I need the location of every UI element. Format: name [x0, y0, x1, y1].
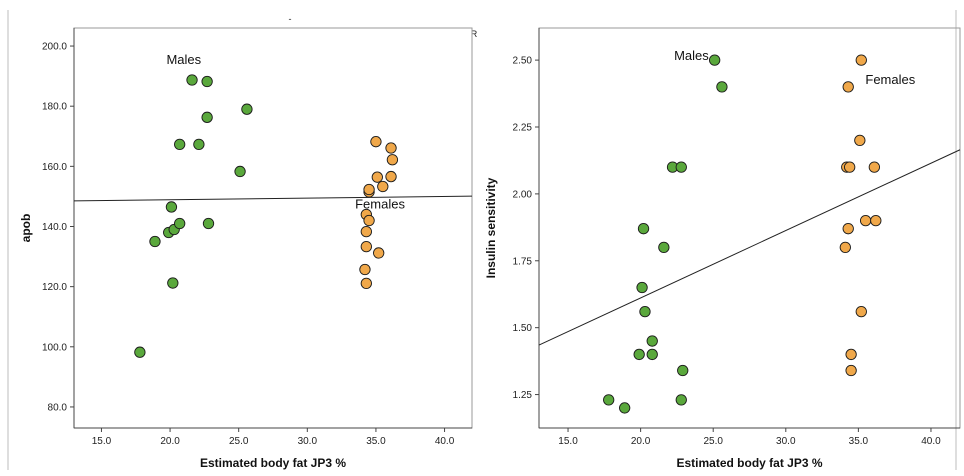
male-data-point [646, 348, 658, 361]
x-tick-label: 30.0 [776, 436, 796, 447]
female-data-point [377, 180, 389, 193]
male-data-point [633, 348, 645, 361]
x-axis-label: Estimated body fat JP3 % [200, 456, 346, 470]
male-data-point [639, 305, 651, 318]
female-data-point [385, 170, 397, 183]
female-data-point [845, 364, 857, 377]
male-data-point [603, 394, 615, 406]
y-tick-label: 2.25 [513, 122, 533, 133]
y-tick-label: 100.0 [42, 342, 67, 353]
female-data-point [385, 142, 397, 154]
group-label-males: Males [674, 48, 709, 63]
x-tick-label: 40.0 [921, 436, 941, 447]
female-data-point [363, 183, 375, 196]
male-data-point [658, 241, 670, 254]
male-data-point [134, 346, 146, 358]
male-data-point [636, 281, 648, 294]
female-data-point [855, 305, 867, 318]
y-axis-label: Insulin sensitivity [484, 177, 498, 278]
female-data-point [844, 161, 856, 173]
female-data-point [373, 247, 385, 259]
male-data-point [149, 235, 161, 248]
female-data-point [870, 214, 882, 227]
female-data-point [359, 263, 371, 276]
regression-line [73, 195, 473, 202]
x-tick-label: 30.0 [298, 436, 318, 447]
y-tick-label: 1.75 [513, 256, 533, 267]
apob-scatter-panel: 15.0 20.0 25.0 30.0 35.0 40.0 80.0 100.0 120.0 14… [19, 27, 473, 470]
x-tick-label: 20.0 [160, 436, 180, 447]
female-data-point [363, 214, 375, 227]
insulin-scatter-panel: 15.0 20.0 25.0 30.0 35.0 40.0 1.25 1.50 1.75 2.00… [484, 27, 961, 470]
female-data-point [845, 348, 857, 361]
y-tick-label: 1.25 [513, 390, 533, 401]
female-data-point [854, 134, 866, 147]
male-data-point [637, 223, 650, 235]
male-data-point [193, 138, 205, 151]
male-data-point [165, 201, 178, 213]
male-data-point [174, 217, 186, 230]
x-tick-label: 15.0 [558, 436, 578, 447]
x-tick-label: 15.0 [92, 436, 112, 447]
female-data-point [360, 240, 372, 253]
y-tick-label: 200.0 [42, 42, 67, 53]
male-data-point [201, 75, 213, 88]
male-data-point [619, 402, 631, 414]
stray-dash-mark: - [289, 14, 292, 24]
male-data-point [174, 138, 186, 151]
male-data-point [716, 81, 728, 93]
male-data-point [675, 394, 687, 406]
group-label-males: Males [166, 52, 201, 67]
x-tick-label: 25.0 [229, 436, 249, 447]
female-data-point [370, 136, 382, 148]
male-data-point [201, 111, 213, 123]
y-tick-label: 120.0 [42, 282, 67, 293]
male-data-point [646, 335, 658, 347]
stray-r-mark: R [471, 29, 478, 39]
female-data-point [360, 277, 372, 289]
male-data-point [202, 217, 215, 230]
y-tick-label: 2.50 [513, 56, 533, 67]
female-data-point [842, 223, 854, 235]
x-tick-label: 20.0 [631, 436, 651, 447]
x-tick-label: 35.0 [849, 436, 869, 447]
female-data-point [360, 225, 372, 238]
male-data-point [675, 161, 687, 173]
female-data-point [839, 241, 851, 254]
male-data-point [186, 74, 198, 86]
y-tick-label: 1.50 [513, 323, 533, 334]
y-tick-label: 160.0 [42, 162, 67, 173]
regression-line [538, 149, 961, 346]
female-data-point [859, 214, 872, 227]
x-axis-label: Estimated body fat JP3 % [676, 456, 822, 470]
male-data-point [677, 364, 689, 377]
male-data-point [167, 277, 179, 289]
y-tick-label: 180.0 [42, 102, 67, 113]
female-data-point [386, 154, 399, 166]
female-data-point [855, 54, 867, 66]
x-tick-label: 40.0 [435, 436, 455, 447]
y-tick-label: 2.00 [513, 189, 533, 200]
x-tick-label: 35.0 [366, 436, 386, 447]
male-data-point [234, 165, 246, 178]
male-data-point [709, 54, 721, 66]
x-tick-label: 25.0 [703, 436, 723, 447]
female-data-point [371, 171, 383, 183]
female-data-point [842, 81, 854, 93]
female-data-point [868, 161, 880, 173]
male-data-point [241, 103, 253, 115]
y-tick-label: 140.0 [42, 222, 67, 233]
y-axis-label: apob [19, 214, 33, 243]
y-tick-label: 80.0 [48, 402, 68, 413]
group-label-females: Females [355, 196, 405, 211]
group-label-females: Females [865, 72, 915, 87]
